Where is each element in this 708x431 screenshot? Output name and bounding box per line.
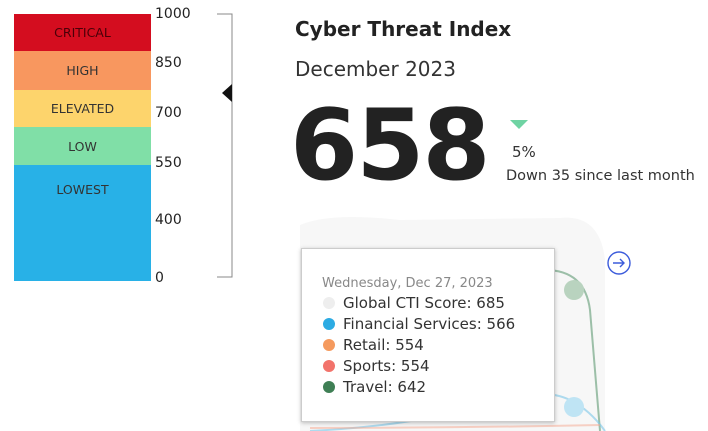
title: Cyber Threat Index — [295, 17, 512, 41]
scale-label: 850 — [155, 55, 182, 71]
legend-dot — [323, 297, 335, 309]
down-arrow — [510, 120, 528, 129]
tooltip-item-label: Financial Services: 566 — [343, 315, 516, 333]
threat-level: HIGH — [14, 51, 151, 90]
level-pointer — [222, 84, 232, 102]
scale-label: 400 — [155, 212, 182, 228]
subtitle: December 2023 — [295, 57, 456, 81]
tooltip-item-label: Retail: 554 — [343, 336, 424, 354]
scale-label: 550 — [155, 155, 182, 171]
travel-point — [564, 280, 584, 300]
retail-line — [309, 424, 601, 429]
tooltip-item: Financial Services: 566 — [323, 315, 515, 333]
scale-label: 1000 — [155, 6, 191, 22]
tooltip-item: Sports: 554 — [323, 357, 430, 375]
scale-bracket — [217, 13, 233, 278]
tooltip-item: Retail: 554 — [323, 336, 424, 354]
change-text: Down 35 since last month — [506, 168, 695, 184]
next-button[interactable] — [607, 251, 631, 275]
legend-dot — [323, 318, 335, 330]
threat-level: CRITICAL — [14, 14, 151, 51]
score: 658 — [290, 89, 491, 203]
threat-level: LOW — [14, 127, 151, 165]
threat-level: ELEVATED — [14, 90, 151, 127]
tooltip-item-label: Global CTI Score: 685 — [343, 294, 505, 312]
next-arrow-icon — [613, 258, 625, 268]
change-percent: 5% — [512, 143, 536, 161]
tooltip-item-label: Sports: 554 — [343, 357, 430, 375]
legend-dot — [323, 360, 335, 372]
tooltip-item: Global CTI Score: 685 — [323, 294, 505, 312]
tooltip-item: Travel: 642 — [323, 378, 426, 396]
threat-level: LOWEST — [14, 165, 151, 281]
legend-dot — [323, 381, 335, 393]
scale-label: 0 — [155, 270, 164, 286]
financial-point — [564, 397, 584, 417]
scale-label: 700 — [155, 105, 182, 121]
tooltip-item-label: Travel: 642 — [343, 378, 427, 396]
tooltip: Wednesday, Dec 27, 2023 Global CTI Score… — [301, 248, 555, 422]
tooltip-date: Wednesday, Dec 27, 2023 — [322, 276, 493, 291]
legend-dot — [323, 339, 335, 351]
